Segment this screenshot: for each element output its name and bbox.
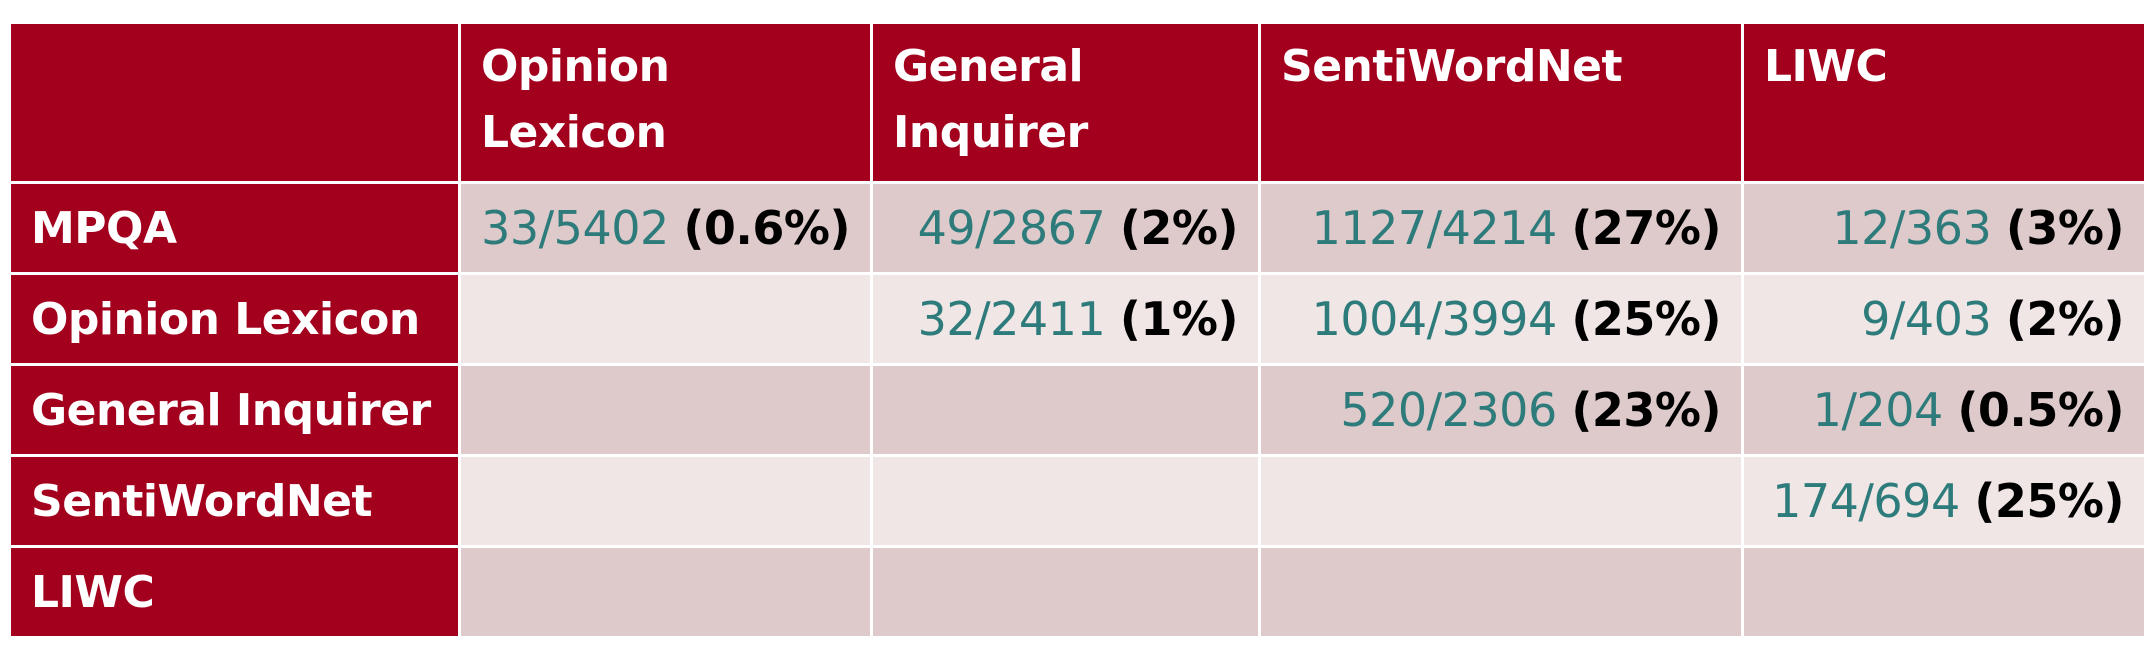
overlap-percent: (1%) [1119, 292, 1239, 346]
table-row-liwc: LIWC [8, 545, 2147, 639]
table-cell-empty [458, 545, 873, 639]
table-cell: 174/694 (25%) [1741, 454, 2147, 548]
table-cell: 12/363 (3%) [1741, 181, 2147, 275]
table-cell-empty [1741, 545, 2147, 639]
overlap-percent: (23%) [1571, 383, 1721, 437]
row-header-mpqa: MPQA [8, 181, 461, 275]
overlap-fraction: 1004/3994 [1311, 292, 1558, 346]
overlap-fraction: 1/204 [1812, 383, 1944, 437]
table-cell-empty [870, 545, 1261, 639]
overlap-fraction: 12/363 [1832, 201, 1992, 255]
table-cell: 1127/4214 (27%) [1258, 181, 1744, 275]
overlap-percent: (0.6%) [683, 201, 850, 255]
column-header-opinion-lexicon: Opinion Lexicon [458, 21, 873, 184]
table-cell-empty [870, 363, 1261, 457]
table-row-mpqa: MPQA 33/5402 (0.6%) 49/2867 (2%) 1127/42… [8, 181, 2147, 275]
lexicon-overlap-table: Opinion Lexicon General Inquirer SentiWo… [8, 21, 2147, 639]
header-row: Opinion Lexicon General Inquirer SentiWo… [8, 21, 2147, 184]
table-cell: 1/204 (0.5%) [1741, 363, 2147, 457]
overlap-fraction: 32/2411 [917, 292, 1106, 346]
overlap-fraction: 49/2867 [917, 201, 1106, 255]
overlap-fraction: 9/403 [1861, 292, 1992, 346]
overlap-fraction: 174/694 [1772, 474, 1960, 528]
row-header-general-inquirer: General Inquirer [8, 363, 461, 457]
overlap-fraction: 33/5402 [481, 201, 669, 255]
table-cell-empty [870, 454, 1261, 548]
table-row-general-inquirer: General Inquirer 520/2306 (23%) 1/204 (0… [8, 363, 2147, 457]
table-row-sentiwordnet: SentiWordNet 174/694 (25%) [8, 454, 2147, 548]
overlap-percent: (25%) [1974, 474, 2124, 528]
overlap-percent: (27%) [1571, 201, 1721, 255]
corner-header-cell [8, 21, 461, 184]
table-cell: 520/2306 (23%) [1258, 363, 1744, 457]
table-cell-empty [458, 363, 873, 457]
column-header-liwc: LIWC [1741, 21, 2147, 184]
overlap-percent: (3%) [2005, 201, 2125, 255]
column-header-sentiwordnet: SentiWordNet [1258, 21, 1744, 184]
table-cell: 33/5402 (0.6%) [458, 181, 873, 275]
overlap-percent: (25%) [1571, 292, 1721, 346]
table-cell-empty [458, 454, 873, 548]
table-cell-empty [1258, 454, 1744, 548]
overlap-fraction: 1127/4214 [1311, 201, 1558, 255]
overlap-fraction: 520/2306 [1340, 383, 1557, 437]
overlap-percent: (0.5%) [1957, 383, 2124, 437]
row-header-opinion-lexicon: Opinion Lexicon [8, 272, 461, 366]
table-cell-empty [1258, 545, 1744, 639]
table-cell: 1004/3994 (25%) [1258, 272, 1744, 366]
row-header-sentiwordnet: SentiWordNet [8, 454, 461, 548]
column-header-general-inquirer: General Inquirer [870, 21, 1261, 184]
table-row-opinion-lexicon: Opinion Lexicon 32/2411 (1%) 1004/3994 (… [8, 272, 2147, 366]
table-cell: 49/2867 (2%) [870, 181, 1261, 275]
table-cell-empty [458, 272, 873, 366]
table-cell: 32/2411 (1%) [870, 272, 1261, 366]
overlap-percent: (2%) [1119, 201, 1239, 255]
row-header-liwc: LIWC [8, 545, 461, 639]
overlap-percent: (2%) [2005, 292, 2125, 346]
table-cell: 9/403 (2%) [1741, 272, 2147, 366]
